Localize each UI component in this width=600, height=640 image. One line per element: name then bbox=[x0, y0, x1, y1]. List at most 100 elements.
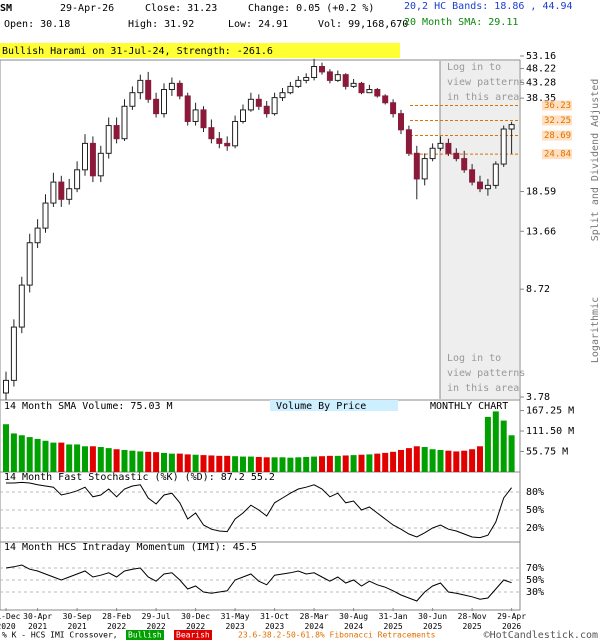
volume-bar bbox=[97, 447, 104, 472]
volume-bar bbox=[508, 435, 515, 472]
candle-body bbox=[271, 97, 278, 115]
x-tick-label: 31-Oct 2023 bbox=[260, 612, 289, 631]
y-tick-label: 70% bbox=[526, 563, 544, 574]
symbol: SM bbox=[0, 3, 12, 14]
volume-bar bbox=[113, 449, 120, 472]
candle-body bbox=[334, 74, 341, 81]
change: Change: 0.05 (+0.2 %) bbox=[248, 3, 374, 14]
candle-body bbox=[374, 89, 381, 97]
volume-bar bbox=[129, 450, 136, 472]
candle-body bbox=[405, 129, 412, 154]
fib-label: 36.23 bbox=[544, 101, 571, 111]
y-tick-label: 80% bbox=[526, 487, 544, 498]
volume-bar bbox=[216, 455, 223, 472]
candle-body bbox=[492, 163, 499, 186]
volume-bar bbox=[168, 453, 175, 472]
candle-body bbox=[453, 152, 460, 160]
volume-bar bbox=[334, 455, 341, 472]
fib-label: 28.69 bbox=[544, 131, 571, 141]
volume-bar bbox=[137, 451, 144, 472]
volume-bar bbox=[382, 452, 389, 472]
volume-bar bbox=[145, 451, 152, 472]
locked-area bbox=[440, 61, 519, 399]
volume-bar bbox=[350, 455, 357, 472]
volume-bar bbox=[232, 456, 239, 472]
volume-bar bbox=[429, 449, 436, 472]
stoch-title: 14 Month Fast Stochastic (%K) (%D): 87.2… bbox=[4, 472, 275, 483]
candle-body bbox=[240, 109, 246, 122]
x-tick-label: 28-Feb 2022 bbox=[102, 612, 131, 631]
candle-body bbox=[477, 181, 483, 190]
footer-bear: Bearish bbox=[176, 631, 210, 640]
candle-body bbox=[484, 184, 491, 190]
volume-bar bbox=[240, 456, 246, 472]
volume-bar bbox=[326, 455, 333, 472]
candle-body bbox=[105, 125, 112, 154]
volume-bar bbox=[311, 456, 318, 472]
candle-body bbox=[390, 102, 397, 115]
candle-body bbox=[319, 66, 325, 73]
candle-body bbox=[18, 284, 25, 328]
candle-body bbox=[129, 92, 136, 107]
candle-body bbox=[10, 326, 17, 381]
volume-bar bbox=[461, 450, 468, 472]
x-tick-label: 31-Jan 2025 bbox=[379, 612, 408, 631]
x-tick-label: 31-May 2023 bbox=[221, 612, 250, 631]
volume-bar bbox=[224, 455, 231, 472]
candle-body bbox=[74, 169, 81, 190]
login-note: view patterns bbox=[447, 77, 525, 88]
candle-body bbox=[153, 98, 160, 115]
candle-body bbox=[287, 85, 294, 94]
x-tick-label: 30-Apr 2021 bbox=[23, 612, 52, 631]
imi-frame bbox=[0, 541, 521, 611]
candle-body bbox=[358, 82, 365, 94]
volume-bar bbox=[390, 451, 397, 472]
candle-body bbox=[42, 202, 49, 229]
volume-bar bbox=[263, 457, 270, 472]
y-tick-label: 55.75 M bbox=[526, 447, 568, 458]
candle-body bbox=[168, 82, 175, 91]
y-tick-label: 8.72 bbox=[526, 284, 550, 295]
candle-body bbox=[58, 181, 65, 200]
volume-bar bbox=[342, 455, 349, 472]
footer-bull: Bullish bbox=[128, 631, 162, 640]
candle-body bbox=[66, 188, 73, 200]
volume-bar bbox=[255, 456, 262, 472]
candle-body bbox=[311, 66, 318, 78]
candle-body bbox=[184, 95, 191, 122]
volume-bar bbox=[153, 452, 160, 472]
login-note: in this area bbox=[447, 383, 519, 394]
vbp: Volume By Price bbox=[276, 401, 366, 412]
pattern-box bbox=[0, 43, 400, 58]
adjusted-note: Split and Dividend Adjusted bbox=[590, 79, 600, 242]
volume-bar bbox=[247, 456, 254, 472]
high: High: 31.92 bbox=[128, 19, 194, 30]
volume-bar bbox=[469, 449, 476, 472]
volume: Vol: 99,168,670 bbox=[318, 19, 408, 30]
candle-body bbox=[50, 181, 57, 204]
volume-bar bbox=[192, 454, 199, 472]
indicator-line bbox=[6, 481, 512, 539]
candle-body bbox=[500, 128, 507, 165]
y-tick-label: 3.78 bbox=[526, 392, 550, 403]
volume-bar bbox=[58, 442, 65, 472]
x-tick-label: 30-Dec 2022 bbox=[181, 612, 210, 631]
volume-bar bbox=[453, 451, 460, 472]
candle-body bbox=[429, 147, 436, 160]
volume-bar bbox=[42, 440, 49, 472]
candle-body bbox=[279, 92, 286, 99]
candle-body bbox=[303, 76, 310, 81]
bands: 20,2 HC Bands: 18.86 , 44.94 bbox=[404, 1, 573, 12]
volume-bar bbox=[176, 453, 183, 472]
candle-body bbox=[161, 89, 167, 115]
login-note: Log in to bbox=[447, 353, 501, 364]
volume-bar bbox=[358, 454, 365, 472]
y-tick-label: 50% bbox=[526, 505, 544, 516]
candle-body bbox=[200, 109, 207, 129]
candle-body bbox=[461, 158, 468, 171]
volume-bar bbox=[89, 446, 96, 472]
volume-bar bbox=[121, 449, 128, 472]
x-tick-label: 29-Jul 2022 bbox=[142, 612, 171, 631]
y-tick-label: 167.25 M bbox=[526, 406, 574, 417]
y-tick-label: 48.22 bbox=[526, 64, 556, 75]
